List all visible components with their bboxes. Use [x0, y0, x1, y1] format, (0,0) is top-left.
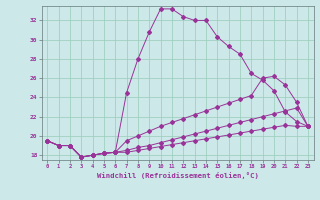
X-axis label: Windchill (Refroidissement éolien,°C): Windchill (Refroidissement éolien,°C) — [97, 172, 259, 179]
